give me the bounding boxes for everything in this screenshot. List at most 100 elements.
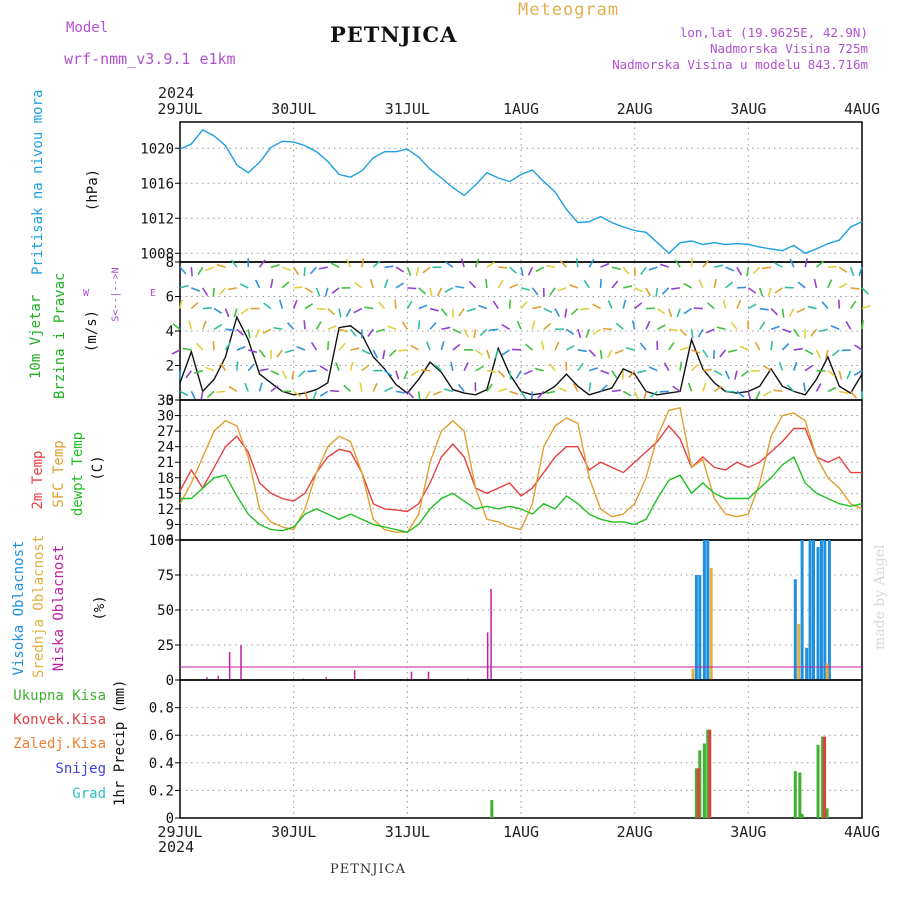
wind-barb (228, 385, 238, 393)
wind-barb (230, 259, 238, 268)
wind-barb (225, 328, 235, 331)
wind-barb (501, 324, 511, 330)
wind-barb (660, 263, 670, 268)
wind-barb (319, 365, 329, 372)
y-tick-label: 50 (157, 603, 174, 619)
wind-barb (714, 264, 724, 268)
wind-barb (679, 328, 688, 337)
data-bar (821, 736, 825, 818)
wind-barb (475, 365, 484, 372)
wind-barb (236, 345, 246, 351)
wind-barb (375, 328, 385, 333)
wind-barb (770, 340, 774, 351)
wind-barb (387, 325, 397, 331)
wind-barb (643, 391, 647, 401)
wind-compass-e: E (150, 288, 157, 299)
wind-barb (509, 390, 519, 396)
wind-barb (585, 329, 590, 339)
wind-barb (739, 345, 749, 351)
y-tick-label: 0.8 (149, 701, 174, 717)
wind-barb (200, 391, 204, 401)
wind-barb (611, 266, 621, 271)
wind-barb (838, 370, 843, 380)
wind-barb (725, 281, 734, 289)
wind-barb (736, 300, 742, 309)
wind-barb (403, 370, 409, 380)
wind-barb (293, 390, 302, 398)
data-bar (808, 540, 812, 680)
wind-barb (546, 264, 556, 268)
x-tick-label-top: 4AUG (844, 100, 880, 118)
wind-barb (309, 266, 317, 275)
data-bar (797, 624, 801, 680)
wind-barb (816, 260, 824, 268)
wind-barb (284, 349, 294, 354)
model-label: Model (66, 20, 109, 36)
wind-barb (418, 304, 428, 310)
wind-barb (702, 368, 712, 372)
data-bar (490, 800, 494, 818)
wind-barb (384, 370, 393, 377)
wind-barb (372, 260, 381, 268)
wind-barb (691, 349, 701, 354)
y-tick-label: 18 (157, 471, 174, 487)
wind-barb (372, 349, 379, 359)
wind-barb (258, 259, 266, 268)
wind-barb (247, 349, 258, 354)
wind-barb (622, 390, 632, 397)
wind-barb (201, 320, 207, 330)
wind-barb (525, 343, 533, 351)
data-bar (691, 668, 695, 680)
wind-barb (441, 326, 451, 331)
wind-barb (212, 340, 215, 351)
wind-barb (452, 328, 462, 334)
y-tick-label: 0 (166, 673, 174, 689)
data-bar (702, 743, 706, 818)
wind-barb (672, 385, 681, 393)
wind-barb (212, 287, 215, 297)
wind-barb (543, 307, 553, 314)
y-tick-label: 8 (166, 255, 174, 271)
y-tick-label: 27 (157, 424, 174, 440)
wind-barb (281, 281, 290, 289)
wind-barb (758, 287, 764, 297)
wind-barb (690, 363, 699, 372)
y-tick-label: 0 (166, 811, 174, 827)
wind-barb (450, 361, 454, 371)
wind-barb (262, 328, 272, 335)
wind-barb (307, 369, 317, 373)
wind-compass-w: W (83, 288, 90, 299)
wind-barb (509, 283, 519, 289)
wind-barb (281, 370, 288, 380)
data-bar (694, 768, 698, 818)
y-tick-label: 21 (157, 455, 174, 471)
wind-barb (640, 266, 647, 275)
wind-barb (600, 262, 610, 268)
wind-barb (541, 341, 545, 351)
panel-frame (179, 121, 863, 263)
wind-barb (645, 320, 651, 330)
wind-barb (671, 287, 681, 290)
wind-barb (690, 329, 694, 339)
wind-barb (713, 369, 723, 376)
wind-barb (188, 320, 193, 330)
y-tick-label: 1020 (140, 141, 174, 157)
wind-barb (331, 287, 340, 294)
wind-barb (349, 361, 354, 371)
wind-barb (716, 326, 726, 331)
wind-barb (554, 308, 561, 317)
wind-barb (774, 262, 783, 268)
wind-barb (752, 266, 761, 275)
wind-barb (548, 363, 556, 372)
model-name: wrf-nmm_v3.9.1 e1km (64, 50, 236, 68)
wind-barb (240, 307, 249, 315)
wind-barb (554, 341, 560, 351)
wind-barb (588, 382, 592, 392)
wind-barb (706, 302, 715, 310)
wind-barb (190, 391, 197, 400)
precip-legend-snow: Snijeg (55, 761, 106, 777)
wind-barb (566, 345, 575, 351)
wind-barb (668, 328, 678, 332)
wind-barb (191, 287, 201, 292)
wind-barb (508, 370, 512, 380)
